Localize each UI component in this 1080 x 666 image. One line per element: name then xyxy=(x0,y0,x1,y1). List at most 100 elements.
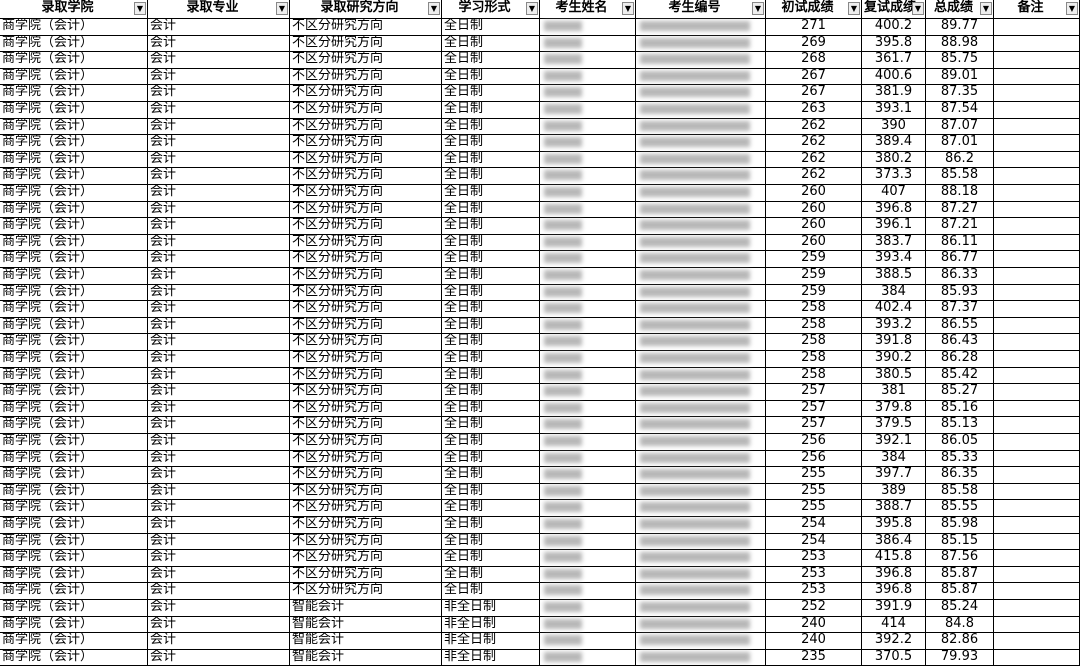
cell-text: 不区分研究方向 xyxy=(292,316,384,332)
cell-text: 不区分研究方向 xyxy=(292,84,384,100)
cell-text: 商学院（会计） xyxy=(2,200,94,216)
redacted xyxy=(640,618,750,629)
data-cell: 全日制 xyxy=(442,350,540,368)
filter-button[interactable]: ▼ xyxy=(428,2,440,15)
data-cell: 407 xyxy=(862,184,926,202)
cell-text: 商学院（会计） xyxy=(2,366,94,382)
blurred-cell xyxy=(540,150,636,169)
data-cell: 400.2 xyxy=(862,18,926,36)
data-cell: 商学院（会计） xyxy=(0,34,148,53)
cell-text: 86.77 xyxy=(940,250,979,266)
cell-text: 商学院（会计） xyxy=(2,565,94,581)
filter-button[interactable]: ▼ xyxy=(752,2,764,15)
cell-text: 全日制 xyxy=(444,300,484,316)
data-cell: 全日制 xyxy=(442,134,540,152)
data-cell: 240 xyxy=(766,615,862,634)
data-cell: 415.8 xyxy=(862,549,926,567)
blurred-cell xyxy=(636,449,766,468)
data-cell: 87.21 xyxy=(926,217,994,235)
cell-text: 414 xyxy=(881,615,906,631)
blurred-cell xyxy=(540,300,636,318)
cell-text: 不区分研究方向 xyxy=(292,565,384,581)
cell-text: 不区分研究方向 xyxy=(292,250,384,266)
data-cell: 87.01 xyxy=(926,134,994,152)
cell-text: 会计 xyxy=(150,582,177,598)
data-cell: 商学院（会计） xyxy=(0,482,148,501)
data-cell: 86.43 xyxy=(926,333,994,351)
note-cell xyxy=(994,101,1080,119)
redacted xyxy=(640,54,750,65)
note-cell xyxy=(994,549,1080,567)
cell-text: 不区分研究方向 xyxy=(292,200,384,216)
blurred-cell xyxy=(540,516,636,534)
note-cell xyxy=(994,333,1080,351)
redacted xyxy=(640,336,750,347)
filter-button[interactable]: ▼ xyxy=(912,2,924,15)
blurred-cell xyxy=(540,18,636,36)
cell-text: 会计 xyxy=(150,449,177,465)
data-cell: 392.2 xyxy=(862,632,926,650)
blurred-cell xyxy=(540,117,636,136)
cell-text: 262 xyxy=(801,150,826,166)
cell-text: 267 xyxy=(801,67,826,83)
cell-text: 不区分研究方向 xyxy=(292,433,384,448)
filter-button[interactable]: ▼ xyxy=(134,2,146,15)
filter-button[interactable]: ▼ xyxy=(622,2,634,15)
data-cell: 会计 xyxy=(148,101,290,119)
data-cell: 商学院（会计） xyxy=(0,399,148,418)
redacted xyxy=(544,336,582,347)
data-cell: 79.93 xyxy=(926,648,994,666)
data-cell: 87.56 xyxy=(926,549,994,567)
redacted xyxy=(640,535,750,546)
redacted xyxy=(640,485,750,496)
blurred-cell xyxy=(636,599,766,617)
filter-button[interactable]: ▼ xyxy=(276,2,288,15)
data-cell: 全日制 xyxy=(442,433,540,451)
data-cell: 全日制 xyxy=(442,200,540,219)
cell-text: 全日制 xyxy=(444,399,484,415)
data-cell: 会计 xyxy=(148,648,290,666)
blurred-cell xyxy=(636,67,766,86)
cell-text: 全日制 xyxy=(444,532,484,548)
blurred-cell xyxy=(540,350,636,368)
data-cell: 会计 xyxy=(148,466,290,484)
redacted xyxy=(544,485,582,496)
cell-text: 会计 xyxy=(150,200,177,216)
cell-text: 85.33 xyxy=(940,449,979,465)
cell-text: 全日制 xyxy=(444,333,484,349)
cell-text: 260 xyxy=(801,184,826,199)
data-cell: 全日制 xyxy=(442,283,540,302)
data-cell: 379.8 xyxy=(862,399,926,418)
data-cell: 全日制 xyxy=(442,117,540,136)
redacted xyxy=(640,120,750,131)
filter-button[interactable]: ▼ xyxy=(980,2,992,15)
cell-text: 会计 xyxy=(150,134,177,150)
cell-text: 86.43 xyxy=(940,333,979,349)
cell-text: 商学院（会计） xyxy=(2,34,94,50)
data-cell: 不区分研究方向 xyxy=(290,283,442,302)
cell-text: 271 xyxy=(801,18,826,33)
cell-text: 407 xyxy=(881,184,906,199)
redacted xyxy=(640,220,750,231)
data-cell: 414 xyxy=(862,615,926,634)
data-cell: 不区分研究方向 xyxy=(290,51,442,69)
data-cell: 86.77 xyxy=(926,250,994,268)
data-cell: 不区分研究方向 xyxy=(290,466,442,484)
note-cell xyxy=(994,283,1080,302)
cell-text: 全日制 xyxy=(444,582,484,598)
data-cell: 400.6 xyxy=(862,67,926,86)
data-cell: 商学院（会计） xyxy=(0,632,148,650)
redacted xyxy=(640,153,750,164)
data-cell: 非全日制 xyxy=(442,632,540,650)
redacted xyxy=(544,203,582,214)
blurred-cell xyxy=(540,632,636,650)
cell-text: 商学院（会计） xyxy=(2,300,94,316)
data-cell: 85.98 xyxy=(926,516,994,534)
filter-button[interactable]: ▼ xyxy=(1066,2,1078,15)
filter-button[interactable]: ▼ xyxy=(526,2,538,15)
redacted xyxy=(640,137,750,148)
filter-button[interactable]: ▼ xyxy=(848,2,860,15)
note-cell xyxy=(994,200,1080,219)
data-cell: 370.5 xyxy=(862,648,926,666)
cell-text: 会计 xyxy=(150,167,177,183)
